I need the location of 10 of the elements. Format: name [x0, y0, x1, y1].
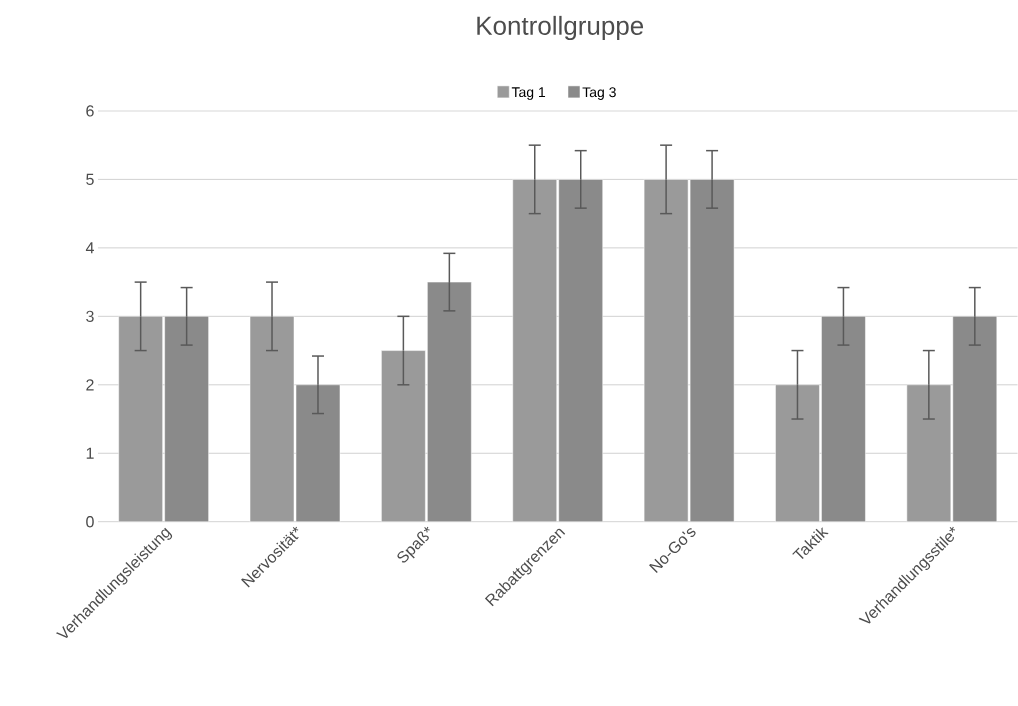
y-tick-label: 4	[85, 242, 94, 254]
y-tick-label: 3	[86, 310, 94, 323]
y-tick-label: 0	[86, 516, 94, 528]
legend-label: Tag 3	[582, 87, 616, 101]
chart-title: Kontrollgruppe	[477, 16, 644, 41]
y-tick-label: 2	[86, 379, 94, 391]
y-tick-label: 6	[86, 105, 94, 117]
y-tick-label: 1	[86, 447, 94, 459]
y-tick-label: 5	[86, 173, 94, 186]
legend-label: Tag 1	[511, 87, 546, 101]
